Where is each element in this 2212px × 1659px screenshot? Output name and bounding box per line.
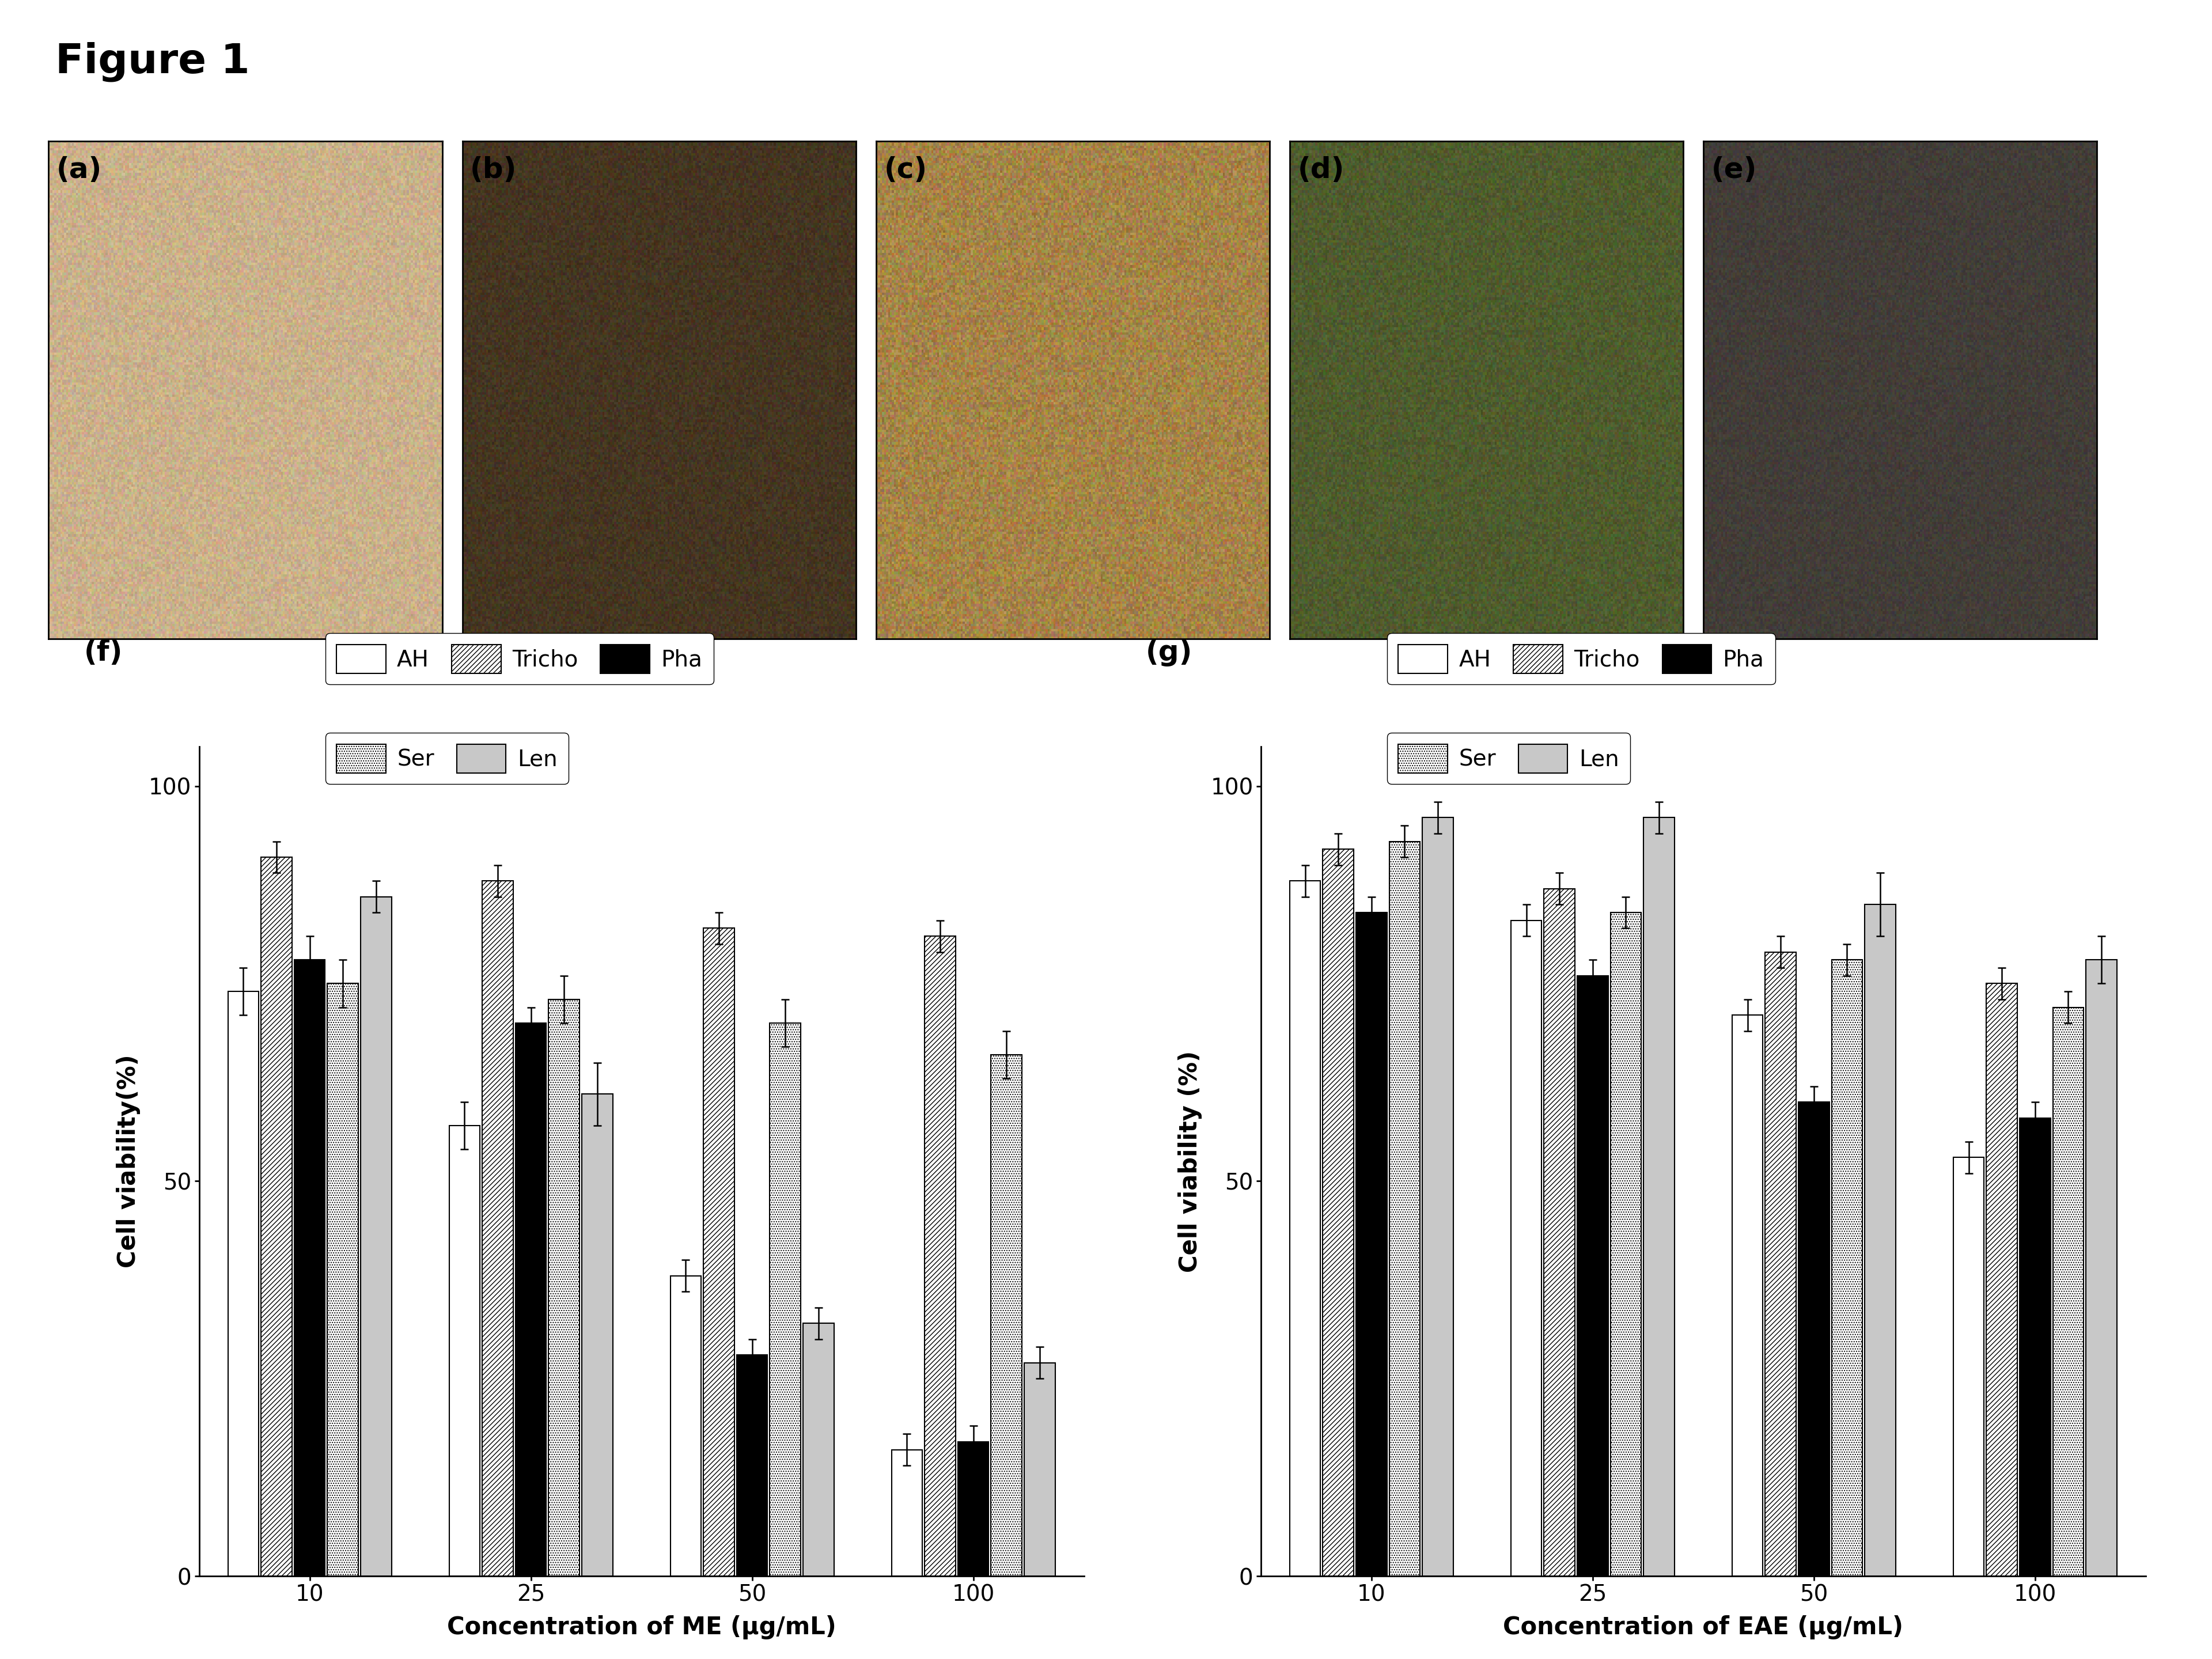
Bar <box>1290 881 1321 1576</box>
Text: (f): (f) <box>84 639 124 667</box>
Bar <box>1732 1015 1763 1576</box>
Bar <box>925 936 956 1576</box>
Y-axis label: Cell viability(%): Cell viability(%) <box>117 1055 142 1267</box>
Bar <box>670 1276 701 1576</box>
Bar <box>803 1324 834 1576</box>
Bar <box>1024 1362 1055 1576</box>
Y-axis label: Cell viability (%): Cell viability (%) <box>1179 1050 1203 1272</box>
Bar <box>228 992 259 1576</box>
Bar <box>2020 1118 2051 1576</box>
Bar <box>2086 961 2117 1576</box>
Text: Figure 1: Figure 1 <box>55 41 250 81</box>
Bar <box>361 896 392 1576</box>
Text: (c): (c) <box>885 156 927 184</box>
Bar <box>582 1095 613 1576</box>
Bar <box>1323 849 1354 1576</box>
Text: (g): (g) <box>1146 639 1192 667</box>
Bar <box>958 1442 989 1576</box>
Bar <box>703 929 734 1576</box>
Bar <box>891 1450 922 1576</box>
Text: (d): (d) <box>1298 156 1345 184</box>
X-axis label: Concentration of ME (μg/mL): Concentration of ME (μg/mL) <box>447 1616 836 1639</box>
Bar <box>1765 952 1796 1576</box>
Bar <box>449 1126 480 1576</box>
Bar <box>1644 818 1674 1576</box>
Bar <box>1865 904 1896 1576</box>
Bar <box>327 984 358 1576</box>
Bar <box>1356 912 1387 1576</box>
Bar <box>737 1355 768 1576</box>
Text: (b): (b) <box>471 156 518 184</box>
Bar <box>1953 1158 1984 1576</box>
Legend: Ser, Len: Ser, Len <box>1387 733 1630 785</box>
Bar <box>1422 818 1453 1576</box>
Bar <box>1832 961 1863 1576</box>
Bar <box>1511 921 1542 1576</box>
Bar <box>1389 841 1420 1576</box>
Bar <box>261 858 292 1576</box>
Text: (e): (e) <box>1712 156 1756 184</box>
Bar <box>515 1024 546 1576</box>
Bar <box>1544 889 1575 1576</box>
Bar <box>991 1055 1022 1576</box>
Bar <box>1798 1102 1829 1576</box>
Bar <box>1610 912 1641 1576</box>
Bar <box>294 961 325 1576</box>
Bar <box>1986 984 2017 1576</box>
Bar <box>482 881 513 1576</box>
Bar <box>2053 1007 2084 1576</box>
Bar <box>1577 975 1608 1576</box>
Legend: Ser, Len: Ser, Len <box>325 733 568 785</box>
Bar <box>770 1024 801 1576</box>
X-axis label: Concentration of EAE (μg/mL): Concentration of EAE (μg/mL) <box>1504 1616 1902 1639</box>
Text: (a): (a) <box>58 156 102 184</box>
Bar <box>549 999 580 1576</box>
